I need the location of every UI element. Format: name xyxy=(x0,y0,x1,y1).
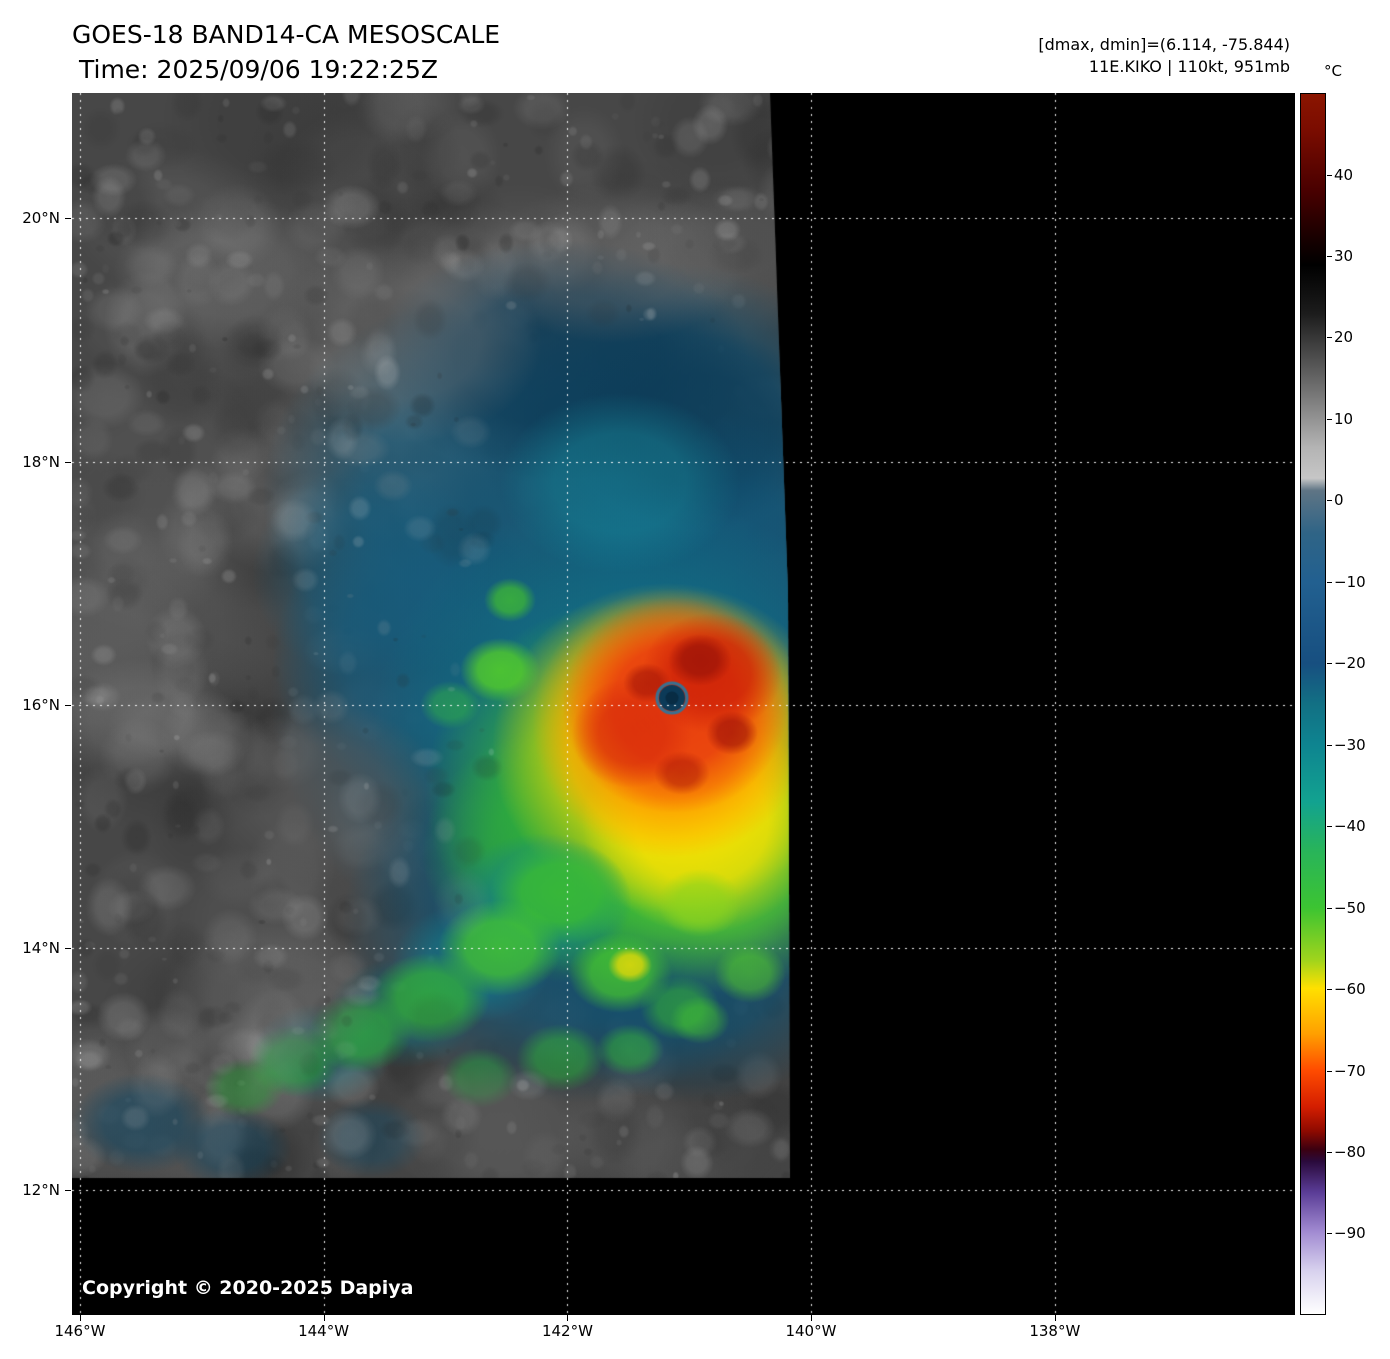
colorbar-tick-mark xyxy=(1327,581,1332,583)
y-axis-tick-mark xyxy=(65,948,71,950)
y-axis-tick-label: 20°N xyxy=(22,209,60,227)
colorbar-tick-mark xyxy=(1327,174,1332,176)
x-axis-tick-label: 140°W xyxy=(785,1322,837,1340)
colorbar-tick-label: 20 xyxy=(1334,328,1354,347)
y-axis-tick-label: 14°N xyxy=(22,939,60,958)
colorbar-tick-mark xyxy=(1327,500,1332,502)
longitude-axis: 146°W 144°W 142°W 140°W 138°W xyxy=(54,1322,1295,1342)
satellite-imagery-canvas xyxy=(72,93,1295,1315)
colorbar-tick-mark xyxy=(1327,1070,1332,1072)
colorbar-tick-mark xyxy=(1327,418,1332,420)
colorbar-tick-label: 0 xyxy=(1334,491,1344,510)
y-axis-tick-label: 12°N xyxy=(22,1180,60,1199)
colorbar-unit-label: °C xyxy=(1324,62,1342,80)
latitude-axis-ticks xyxy=(65,93,72,1315)
colorbar-tick-label: −60 xyxy=(1334,980,1366,999)
colorbar-tick-label: −30 xyxy=(1334,735,1366,754)
colorbar-tick-label: −20 xyxy=(1334,654,1366,673)
y-axis-tick-mark xyxy=(65,462,71,464)
colorbar-tick-mark xyxy=(1327,1233,1332,1235)
x-axis-tick-mark xyxy=(323,1315,325,1321)
colorbar-tick-label: −50 xyxy=(1334,898,1366,917)
colorbar-tick-label: −70 xyxy=(1334,1061,1366,1080)
product-title: GOES-18 BAND14-CA MESOSCALE xyxy=(72,20,501,49)
colorbar-tick-label: −10 xyxy=(1334,572,1366,591)
x-axis-tick-mark xyxy=(810,1315,812,1321)
satellite-map: Copyright © 2020-2025 Dapiya xyxy=(72,93,1295,1315)
y-axis-tick-label: 16°N xyxy=(22,695,60,714)
colorbar-tick-label: 10 xyxy=(1334,409,1354,428)
colorbar-tick-label: 40 xyxy=(1334,165,1354,184)
colorbar-ticks xyxy=(1327,93,1333,1315)
x-axis-tick-mark xyxy=(1054,1315,1056,1321)
x-axis-tick-mark xyxy=(567,1315,569,1321)
y-axis-tick-mark xyxy=(65,218,71,219)
x-axis-tick-label: 138°W xyxy=(1029,1322,1081,1340)
storm-info: 11E.KIKO | 110kt, 951mb xyxy=(1088,57,1290,76)
y-axis-tick-mark xyxy=(65,1189,71,1191)
y-axis-tick-label: 18°N xyxy=(22,453,60,472)
colorbar-tick-labels: 40 30 20 10 0 −10 −20 −30 −40 −50 −60 −70 −80 −90 xyxy=(1334,93,1384,1315)
colorbar-tick-label: 30 xyxy=(1334,246,1354,265)
x-axis-tick-label: 142°W xyxy=(541,1322,593,1340)
colorbar-tick-mark xyxy=(1327,255,1332,257)
colorbar-tick-mark xyxy=(1327,663,1332,665)
colorbar-tick-mark xyxy=(1327,989,1332,991)
copyright-watermark: Copyright © 2020-2025 Dapiya xyxy=(82,1277,414,1299)
timestamp: Time: 2025/09/06 19:22:25Z xyxy=(79,55,438,84)
colorbar-tick-mark xyxy=(1327,826,1332,828)
colorbar-tick-mark xyxy=(1327,907,1332,909)
colorbar-tick-label: −80 xyxy=(1334,1143,1366,1162)
longitude-axis-ticks xyxy=(72,1315,1295,1322)
colorbar-tick-label: −40 xyxy=(1334,817,1366,836)
y-axis-tick-mark xyxy=(65,704,71,706)
header-info: [dmax, dmin]=(6.114, -75.844) 11E.KIKO |… xyxy=(1038,34,1290,78)
temperature-colorbar xyxy=(1300,93,1326,1315)
dmax-dmin-readout: [dmax, dmin]=(6.114, -75.844) xyxy=(1038,35,1290,54)
colorbar-tick-mark xyxy=(1327,1152,1332,1154)
x-axis-tick-mark xyxy=(79,1315,81,1321)
x-axis-tick-label: 146°W xyxy=(54,1322,106,1340)
x-axis-tick-label: 144°W xyxy=(298,1322,350,1340)
colorbar-tick-mark xyxy=(1327,744,1332,746)
colorbar-tick-label: −90 xyxy=(1334,1224,1366,1243)
colorbar-tick-mark xyxy=(1327,337,1332,339)
latitude-axis: 20°N 18°N 16°N 14°N 12°N xyxy=(0,93,66,1315)
